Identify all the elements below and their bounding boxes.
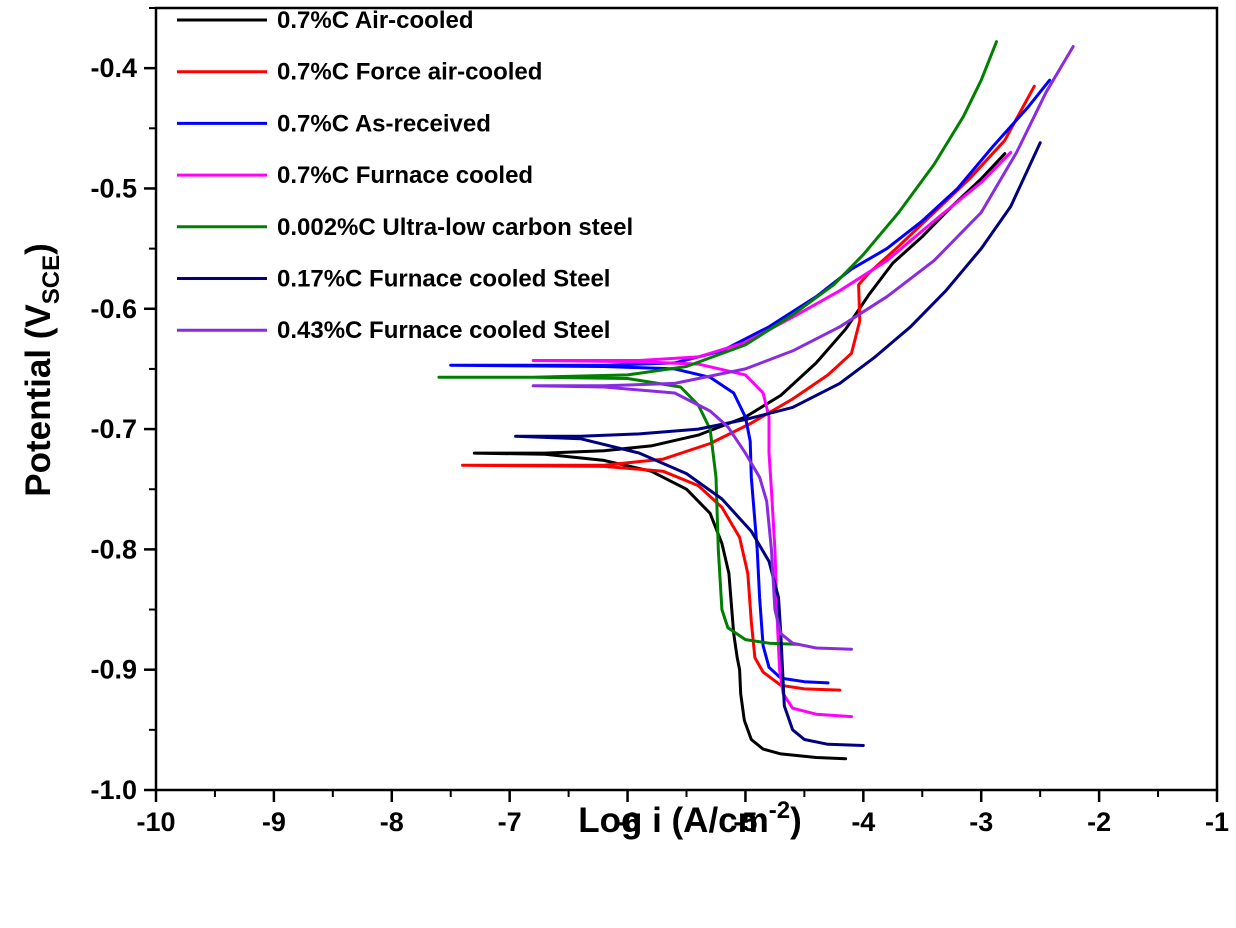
x-tick-label: -1 xyxy=(1205,807,1229,837)
y-tick-label: -0.5 xyxy=(90,173,137,203)
legend-label-2: 0.7%C Force air-cooled xyxy=(277,59,542,86)
y-tick-label: -0.4 xyxy=(90,53,137,83)
series-line-3 xyxy=(449,78,1052,685)
legend: 0.7%C Air-cooled 0.7%C Force air-cooled 0.… xyxy=(177,7,633,344)
series-layer xyxy=(437,40,1075,761)
x-tick-label: -4 xyxy=(851,807,875,837)
x-tick-label: -3 xyxy=(969,807,993,837)
y-tick-label: -0.8 xyxy=(90,534,137,564)
y-tick-label: -0.6 xyxy=(90,294,137,324)
y-axis-title: Potential (VSCE) xyxy=(19,243,65,497)
series-line-7 xyxy=(531,45,1075,651)
y-tick-label: -0.7 xyxy=(90,414,137,444)
x-axis-title: Log i (A/cm-2) xyxy=(578,797,802,840)
series-line-5 xyxy=(437,40,998,646)
x-tick-label: -9 xyxy=(262,807,286,837)
legend-label-7: 0.43%C Furnace cooled Steel xyxy=(277,317,610,344)
x-tick-label: -2 xyxy=(1087,807,1111,837)
tick-layer: -10 -9 -8 -7 -6 -5 -4 -3 -2 -1 -1.0 -0.9 -0.8 -0.7 -0.… xyxy=(90,7,1229,837)
legend-label-1: 0.7%C Air-cooled xyxy=(277,7,474,34)
legend-label-4: 0.7%C Furnace cooled xyxy=(277,162,533,189)
series-line-4 xyxy=(531,150,1013,719)
y-tick-label: -1.0 xyxy=(90,775,137,805)
x-tick-label: -8 xyxy=(380,807,404,837)
legend-label-5: 0.002%C Ultra-low carbon steel xyxy=(277,214,633,241)
y-tick-label: -0.9 xyxy=(90,655,137,685)
legend-label-3: 0.7%C As-received xyxy=(277,110,491,137)
x-tick-label: -7 xyxy=(498,807,522,837)
legend-label-6: 0.17%C Furnace cooled Steel xyxy=(277,266,610,293)
x-tick-label: -5 xyxy=(733,807,757,837)
series-line-2 xyxy=(461,84,1036,692)
x-tick-label: -6 xyxy=(616,807,640,837)
series-line-1 xyxy=(472,152,1007,761)
series-line-6 xyxy=(514,141,1042,747)
x-tick-label: -10 xyxy=(136,807,175,837)
